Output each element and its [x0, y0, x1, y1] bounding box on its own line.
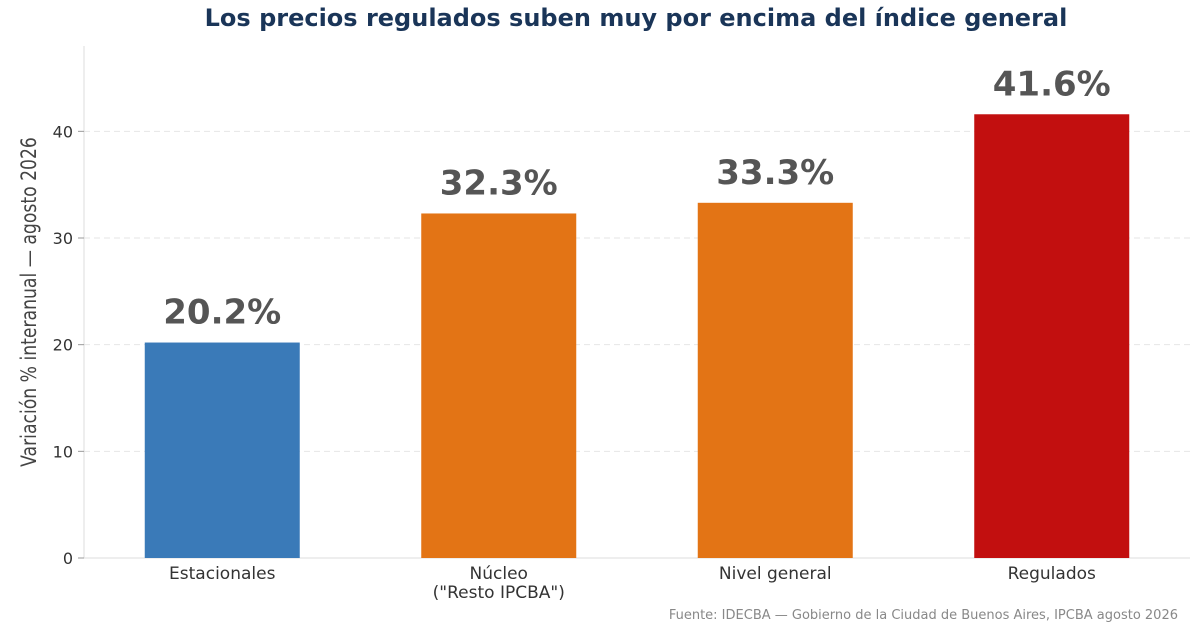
bar	[974, 114, 1130, 559]
data-labels: 20.2% 32.3% 33.3% 41.6%	[163, 64, 1110, 332]
y-axis-ticks: 0 10 20 30 40	[53, 122, 84, 568]
category-label: Nivel general	[719, 564, 832, 584]
y-tick-label: 30	[53, 229, 73, 248]
y-tick-label: 40	[53, 122, 73, 141]
y-tick-label: 10	[53, 442, 73, 461]
y-tick-label: 0	[63, 549, 73, 568]
source-note: Fuente: IDECBA — Gobierno de la Ciudad d…	[669, 608, 1178, 623]
data-label: 32.3%	[440, 163, 558, 203]
bar	[421, 213, 577, 558]
category-label: Estacionales	[169, 564, 276, 584]
bar	[144, 342, 300, 558]
data-label: 20.2%	[163, 293, 281, 333]
x-axis-categories: Estacionales Núcleo("Resto IPCBA") Nivel g…	[169, 564, 1096, 603]
data-label: 41.6%	[993, 64, 1111, 104]
category-label: Núcleo	[470, 564, 528, 584]
chart-title: Los precios regulados suben muy por enci…	[205, 4, 1068, 32]
y-axis-label: Variación % interanual — agosto 2026	[16, 137, 41, 467]
y-tick-label: 20	[53, 336, 73, 355]
bars	[144, 114, 1130, 559]
category-label: Regulados	[1008, 564, 1096, 584]
category-label: ("Resto IPCBA")	[433, 583, 565, 603]
data-label: 33.3%	[716, 153, 834, 193]
bar	[697, 202, 853, 559]
